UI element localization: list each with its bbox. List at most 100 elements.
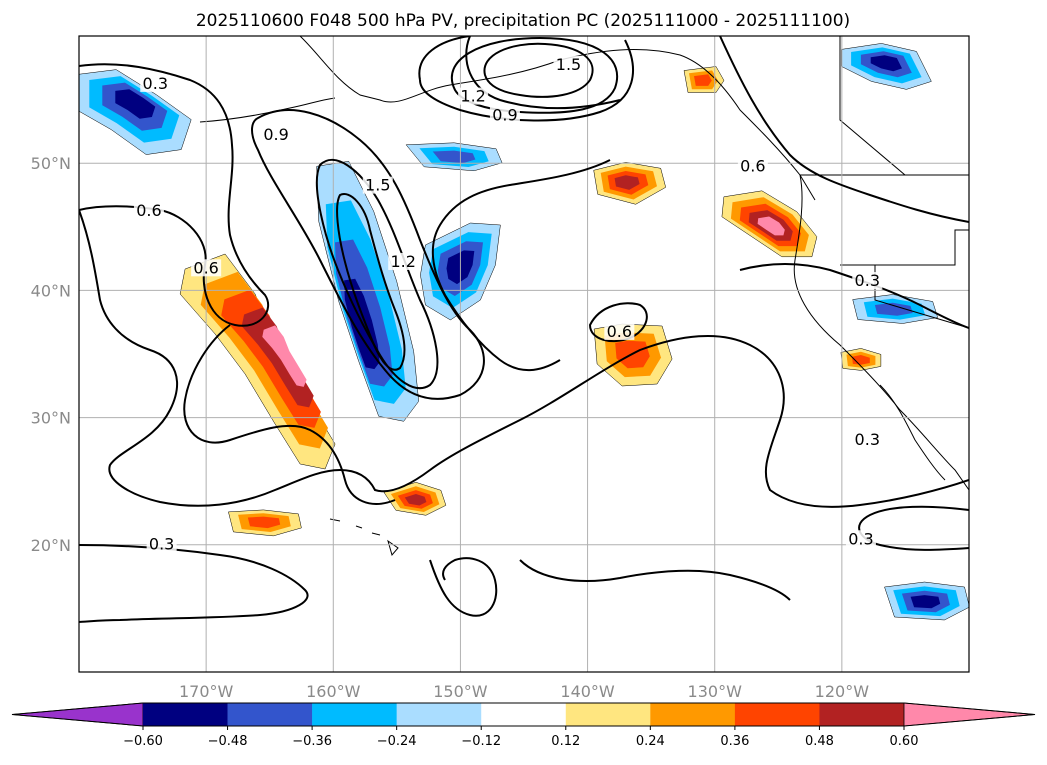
feature-mexico-negative	[884, 581, 969, 621]
lat-tick-label: 40°N	[31, 281, 71, 300]
colorbar-segment	[481, 703, 567, 726]
colorbar-tick-label: 0.12	[551, 734, 580, 749]
lon-tick-label: 120°W	[815, 682, 870, 701]
feature-subtropical-band-positive	[179, 253, 336, 470]
contour-1.2-trough	[315, 159, 439, 390]
lon-tick-label: 170°W	[179, 682, 234, 701]
lon-tick-label: 140°W	[560, 682, 615, 701]
pc-level-0.49	[910, 595, 941, 609]
lon-tick-label: 150°W	[433, 682, 488, 701]
colorbar-segment	[819, 703, 905, 726]
chart-title: 2025110600 F048 500 hPa PV, precipitatio…	[196, 11, 850, 31]
pc-level-0.61	[757, 216, 785, 236]
feature-west-aleutian-negative	[79, 69, 192, 155]
pc-level-0.37	[247, 516, 281, 529]
colorbar-extend-low	[11, 702, 144, 727]
contour-label: 0.3	[855, 430, 880, 449]
baja-peninsula	[879, 384, 946, 481]
pc-level-0.49	[404, 494, 427, 506]
contour-label: 0.6	[740, 157, 765, 176]
contour-0.3-big	[79, 209, 969, 508]
contour-label: 1.5	[556, 55, 581, 74]
contour-label: 0.3	[143, 74, 168, 93]
contour-0.9-trough	[251, 109, 485, 400]
feature-baja-positive	[840, 348, 882, 371]
contour-0.3-inner	[183, 324, 396, 505]
contour-label: 0.9	[492, 106, 517, 125]
colorbar-segment	[650, 703, 736, 726]
contour-label-bg	[388, 252, 419, 270]
lat-tick-label: 50°N	[31, 154, 71, 173]
precip-pc-shading	[79, 43, 969, 621]
colorbar-segment	[734, 703, 820, 726]
contour-label: 1.2	[460, 87, 485, 106]
pc-level-0.37	[694, 74, 712, 86]
feature-bc-coast-negative	[841, 43, 932, 90]
contour-label: 0.3	[855, 271, 880, 290]
lat-tick-label: 20°N	[31, 536, 71, 555]
contour-label: 1.5	[365, 176, 390, 195]
colorbar-tick-label: −0.24	[377, 734, 417, 749]
colorbar-segment	[396, 703, 482, 726]
contour-0.6-nw-coast	[719, 36, 969, 223]
contour-label-bg	[489, 106, 520, 124]
contour-label-bg	[261, 125, 292, 143]
axis-ticks: 170°W 160°W 150°W 140°W 130°W 120°W 20°N 30°N 40…	[31, 154, 870, 701]
contour-label-bg	[737, 157, 768, 175]
colorbar-tick-label: −0.36	[292, 734, 332, 749]
colorbar-segment	[312, 703, 397, 726]
feature-west-positive	[228, 509, 302, 537]
colorbar-segment	[565, 703, 651, 726]
contour-label-bg	[553, 55, 584, 73]
lon-tick-label: 130°W	[688, 682, 743, 701]
feature-hawaii-north-positive	[383, 482, 447, 516]
gridlines	[79, 36, 969, 672]
colorbar: −0.60 −0.48 −0.36 −0.24 −0.12 0.12 0.24 0.36 0.4…	[11, 702, 1036, 749]
colorbar-tick-label: 0.24	[636, 734, 665, 749]
colorbar-tick-label: 0.60	[890, 734, 919, 749]
contour-label-bg	[458, 87, 489, 105]
feature-pacific-nw-positive	[721, 190, 818, 258]
contour-label: 0.6	[607, 322, 632, 341]
contour-label: 0.3	[848, 529, 873, 548]
contour-0.9-north	[418, 36, 634, 122]
contour-label-bg	[362, 176, 393, 194]
hawaii-islands	[329, 518, 399, 557]
feature-alaska-gulf-positive	[683, 66, 725, 93]
contour-0.3-south	[79, 544, 309, 623]
contour-label-bg	[191, 259, 222, 277]
contour-label: 0.6	[136, 201, 161, 220]
contour-label-bg	[133, 202, 164, 220]
pc-level-0.37	[432, 150, 476, 164]
pc-level-0.37	[874, 302, 913, 316]
lat-tick-label: 30°N	[31, 409, 71, 428]
contour-label-bg	[604, 322, 635, 340]
contour-labels: 0.3 0.9 1.2 0.9 1.5 0.6 1.5 1.2 0.6 0.6 0.6 0.3 0.3 0…	[133, 55, 883, 553]
pc-level-0.49	[870, 55, 902, 72]
map-frame	[78, 35, 970, 673]
contour-label-bg	[852, 431, 883, 449]
pc-level-0.49	[614, 175, 640, 190]
feature-california-negative	[852, 294, 938, 324]
contour-0.6-small	[588, 302, 648, 343]
state-border-2	[840, 229, 969, 266]
feature-east-subtropic-positive	[593, 162, 666, 205]
colorbar-tick-label: −0.60	[123, 734, 163, 749]
aleutian-chain	[199, 97, 336, 123]
contour-1.5-north	[483, 42, 594, 98]
contour-0.3-mid-south	[429, 557, 791, 617]
pc-level-0.49	[115, 89, 156, 119]
contour-0.3-south-east	[858, 505, 969, 551]
contour-label-bg	[140, 74, 171, 92]
feature-north-negative-patch	[405, 142, 503, 172]
contour-label-bg	[845, 530, 876, 548]
state-border-4	[839, 36, 906, 176]
colorbar-extend-high	[903, 702, 1036, 727]
colorbar-segment	[227, 703, 313, 726]
contour-0.6-west	[79, 63, 270, 327]
contour-label: 1.2	[390, 252, 415, 271]
colorbar-tick-label: −0.12	[461, 734, 501, 749]
lon-tick-label: 160°W	[306, 682, 361, 701]
colorbar-tick-label: 0.48	[805, 734, 834, 749]
